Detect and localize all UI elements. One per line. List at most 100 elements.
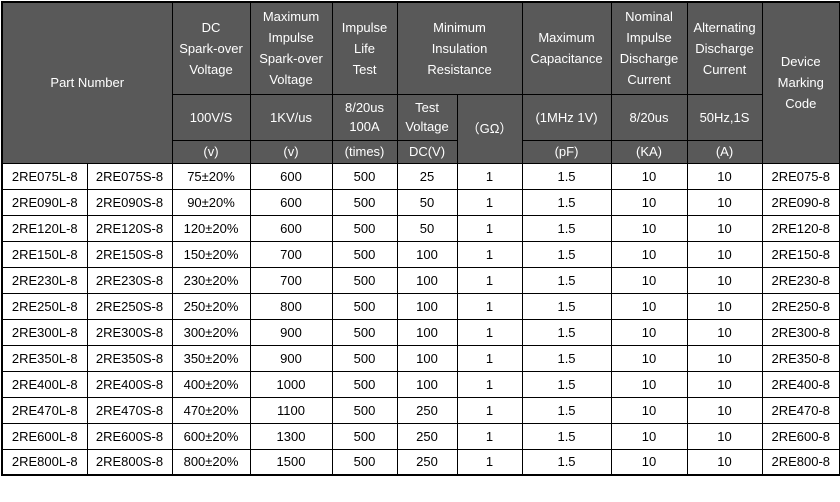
cell-device-marking-code: 2RE075-8 <box>761 162 840 190</box>
cell-alternating-discharge-a: 10 <box>686 214 763 242</box>
cell-impulse-discharge-ka: 10 <box>610 162 688 190</box>
cell-impulse-sparkover-voltage: 600 <box>249 162 333 190</box>
header-cond-impulse-life: 8/20us 100A <box>331 93 398 141</box>
cell-impulse-life-test: 500 <box>331 396 398 424</box>
cell-impulse-sparkover-voltage: 1100 <box>249 396 333 424</box>
header-unit-impulse-sparkover: (v) <box>249 139 333 164</box>
cell-capacitance-pf: 1.5 <box>521 162 612 190</box>
cell-alternating-discharge-a: 10 <box>686 396 763 424</box>
cell-impulse-discharge-ka: 10 <box>610 318 688 346</box>
cell-part-number-l: 2RE250L-8 <box>1 292 88 320</box>
cell-test-voltage: 250 <box>396 396 458 424</box>
cell-part-number-l: 2RE075L-8 <box>1 162 88 190</box>
cell-capacitance-pf: 1.5 <box>521 292 612 320</box>
cell-impulse-life-test: 500 <box>331 162 398 190</box>
cell-part-number-l: 2RE300L-8 <box>1 318 88 346</box>
cell-impulse-life-test: 500 <box>331 214 398 242</box>
cell-device-marking-code: 2RE600-8 <box>761 422 840 450</box>
cell-part-number-l: 2RE600L-8 <box>1 422 88 450</box>
cell-capacitance-pf: 1.5 <box>521 318 612 346</box>
cell-impulse-life-test: 500 <box>331 448 398 476</box>
cell-dc-sparkover-voltage: 300±20% <box>171 318 251 346</box>
cell-part-number-s: 2RE470S-8 <box>86 396 173 424</box>
cell-impulse-sparkover-voltage: 600 <box>249 188 333 216</box>
cell-alternating-discharge-a: 10 <box>686 292 763 320</box>
header-unit-impulse-discharge: (KA) <box>610 139 688 164</box>
cell-dc-sparkover-voltage: 230±20% <box>171 266 251 294</box>
cell-dc-sparkover-voltage: 400±20% <box>171 370 251 398</box>
cell-impulse-discharge-ka: 10 <box>610 396 688 424</box>
table-row: 2RE470L-8 2RE470S-8 470±20% 1100 500 250 1 1.5 1… <box>1 396 840 424</box>
cell-insulation-resistance-gohm: 1 <box>456 240 523 268</box>
cell-part-number-s: 2RE150S-8 <box>86 240 173 268</box>
cell-capacitance-pf: 1.5 <box>521 266 612 294</box>
header-max-capacitance: Maximum Capacitance <box>521 1 612 95</box>
header-unit-test-voltage: DC(V) <box>396 139 458 164</box>
cell-part-number-l: 2RE230L-8 <box>1 266 88 294</box>
cell-impulse-discharge-ka: 10 <box>610 266 688 294</box>
header-cond-test-voltage: Test Voltage <box>396 93 458 141</box>
cell-part-number-l: 2RE470L-8 <box>1 396 88 424</box>
cell-impulse-sparkover-voltage: 900 <box>249 344 333 372</box>
table-row: 2RE120L-8 2RE120S-8 120±20% 600 500 50 1 1.5 10 1… <box>1 214 840 242</box>
cell-insulation-resistance-gohm: 1 <box>456 214 523 242</box>
spec-table: Part Number DC Spark-over Voltage Maximu… <box>1 1 840 476</box>
cell-impulse-life-test: 500 <box>331 370 398 398</box>
cell-device-marking-code: 2RE250-8 <box>761 292 840 320</box>
cell-part-number-s: 2RE600S-8 <box>86 422 173 450</box>
cell-insulation-resistance-gohm: 1 <box>456 396 523 424</box>
cell-device-marking-code: 2RE090-8 <box>761 188 840 216</box>
cell-insulation-resistance-gohm: 1 <box>456 188 523 216</box>
cell-device-marking-code: 2RE470-8 <box>761 396 840 424</box>
cell-dc-sparkover-voltage: 75±20% <box>171 162 251 190</box>
cell-impulse-sparkover-voltage: 900 <box>249 318 333 346</box>
cell-dc-sparkover-voltage: 150±20% <box>171 240 251 268</box>
cell-test-voltage: 250 <box>396 422 458 450</box>
header-cond-capacitance: (1MHz 1V) <box>521 93 612 141</box>
table-row: 2RE300L-8 2RE300S-8 300±20% 900 500 100 1 1.5 10… <box>1 318 840 346</box>
cell-test-voltage: 100 <box>396 240 458 268</box>
header-alternating-discharge-current: Alternating Discharge Current <box>686 1 763 95</box>
header-impulse-life-test: Impulse Life Test <box>331 1 398 95</box>
cell-insulation-resistance-gohm: 1 <box>456 344 523 372</box>
header-part-number: Part Number <box>1 1 173 164</box>
cell-dc-sparkover-voltage: 800±20% <box>171 448 251 476</box>
cell-capacitance-pf: 1.5 <box>521 240 612 268</box>
cell-alternating-discharge-a: 10 <box>686 318 763 346</box>
cell-alternating-discharge-a: 10 <box>686 162 763 190</box>
cell-impulse-discharge-ka: 10 <box>610 422 688 450</box>
header-nominal-impulse-discharge-current: Nominal Impulse Discharge Current <box>610 1 688 95</box>
cell-impulse-life-test: 500 <box>331 292 398 320</box>
cell-impulse-discharge-ka: 10 <box>610 370 688 398</box>
header-max-impulse-sparkover-voltage: Maximum Impulse Spark-over Voltage <box>249 1 333 95</box>
cell-device-marking-code: 2RE350-8 <box>761 344 840 372</box>
table-row: 2RE400L-8 2RE400S-8 400±20% 1000 500 100 1 1.5 1… <box>1 370 840 398</box>
header-unit-capacitance: (pF) <box>521 139 612 164</box>
table-row: 2RE090L-8 2RE090S-8 90±20% 600 500 50 1 1.5 10 10… <box>1 188 840 216</box>
cell-test-voltage: 100 <box>396 266 458 294</box>
cell-test-voltage: 250 <box>396 448 458 476</box>
table-row: 2RE800L-8 2RE800S-8 800±20% 1500 500 250 1 1.5 1… <box>1 448 840 476</box>
cell-dc-sparkover-voltage: 470±20% <box>171 396 251 424</box>
cell-alternating-discharge-a: 10 <box>686 344 763 372</box>
cell-impulse-discharge-ka: 10 <box>610 240 688 268</box>
cell-impulse-life-test: 500 <box>331 422 398 450</box>
header-cond-impulse-discharge: 8/20us <box>610 93 688 141</box>
header-dc-sparkover-voltage: DC Spark-over Voltage <box>171 1 251 95</box>
header-unit-impulse-life: (times) <box>331 139 398 164</box>
cell-capacitance-pf: 1.5 <box>521 448 612 476</box>
cell-impulse-sparkover-voltage: 1500 <box>249 448 333 476</box>
cell-capacitance-pf: 1.5 <box>521 370 612 398</box>
cell-impulse-sparkover-voltage: 1000 <box>249 370 333 398</box>
cell-impulse-sparkover-voltage: 600 <box>249 214 333 242</box>
cell-impulse-discharge-ka: 10 <box>610 344 688 372</box>
cell-insulation-resistance-gohm: 1 <box>456 422 523 450</box>
cell-part-number-s: 2RE230S-8 <box>86 266 173 294</box>
cell-impulse-life-test: 500 <box>331 240 398 268</box>
cell-device-marking-code: 2RE800-8 <box>761 448 840 476</box>
cell-capacitance-pf: 1.5 <box>521 344 612 372</box>
cell-part-number-s: 2RE300S-8 <box>86 318 173 346</box>
cell-alternating-discharge-a: 10 <box>686 240 763 268</box>
cell-part-number-l: 2RE150L-8 <box>1 240 88 268</box>
cell-part-number-s: 2RE090S-8 <box>86 188 173 216</box>
